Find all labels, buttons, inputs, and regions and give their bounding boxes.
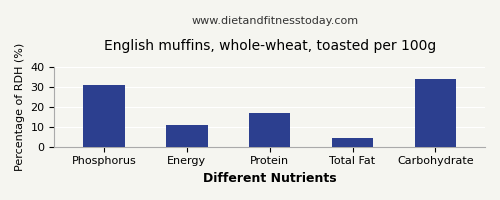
Text: www.dietandfitnesstoday.com: www.dietandfitnesstoday.com [192, 16, 358, 26]
Bar [166, 125, 207, 147]
Bar [249, 113, 290, 147]
Y-axis label: Percentage of RDH (%): Percentage of RDH (%) [15, 43, 25, 171]
Bar [332, 138, 373, 147]
Bar [84, 85, 125, 147]
Bar [414, 79, 456, 147]
X-axis label: Different Nutrients: Different Nutrients [203, 172, 336, 185]
Title: English muffins, whole-wheat, toasted per 100g: English muffins, whole-wheat, toasted pe… [104, 39, 436, 53]
